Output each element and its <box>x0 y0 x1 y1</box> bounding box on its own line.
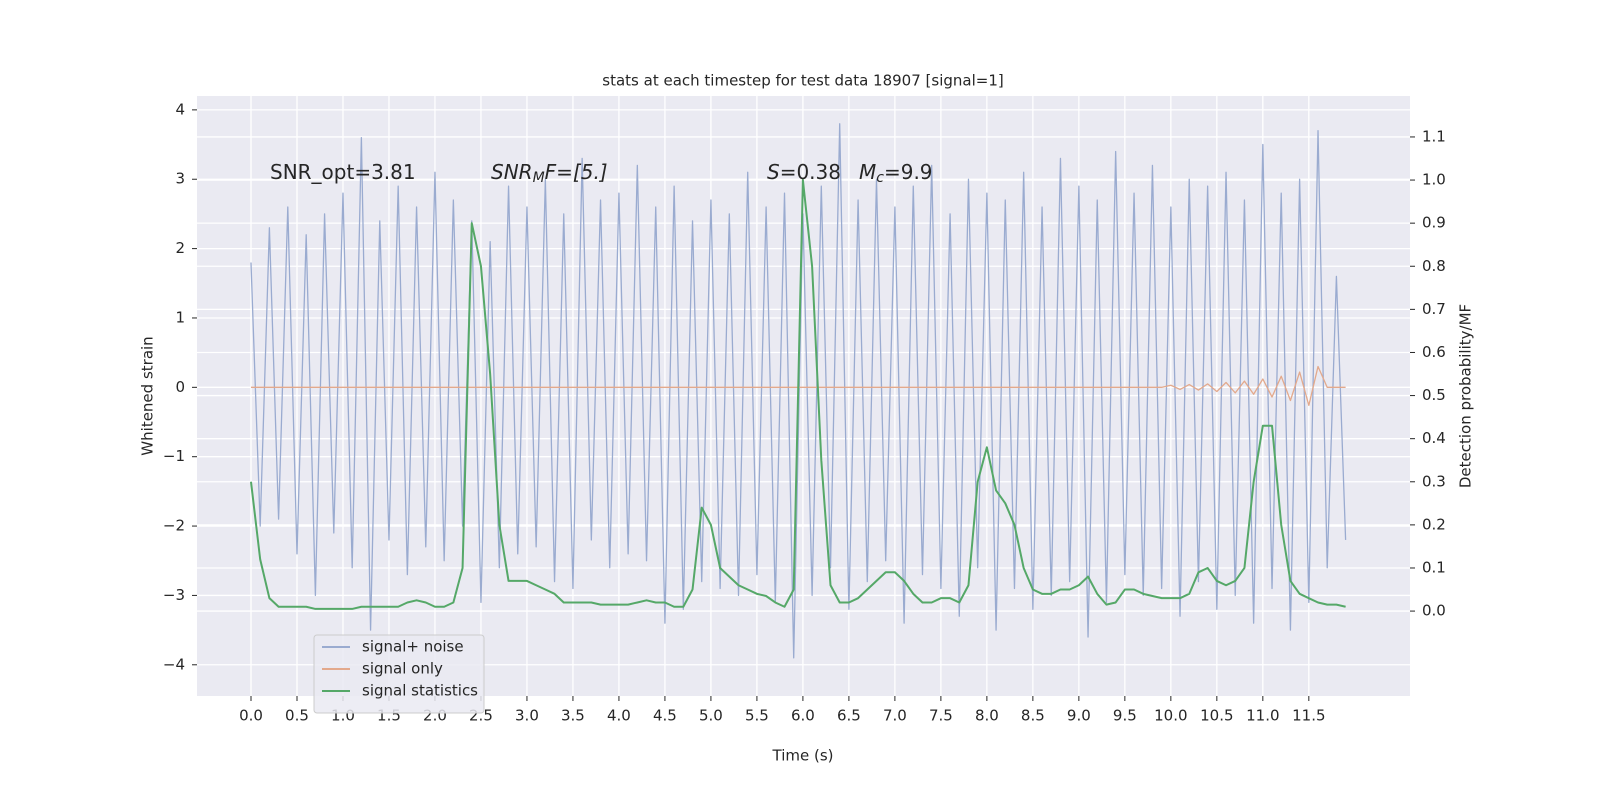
annotation-part: =0.38 <box>780 160 841 184</box>
annotation: Mc=9.9 <box>859 160 933 187</box>
y-tick-label: 1 <box>175 308 185 326</box>
annotation: S=0.38 <box>767 160 841 184</box>
y-axis-label: Whitened strain <box>139 336 157 455</box>
y2-tick-label: 1.0 <box>1422 171 1446 189</box>
annotation-part: SNR_opt=3.81 <box>270 160 416 184</box>
y2-tick-label: 0.5 <box>1422 386 1446 404</box>
annotation: SNR_opt=3.81 <box>270 160 416 184</box>
annotation-part: M <box>533 170 545 186</box>
legend-box <box>313 634 485 714</box>
chart-title: stats at each timestep for test data 189… <box>602 72 1003 90</box>
x-tick-label: 8.0 <box>975 707 999 725</box>
y2-tick-label: 0.9 <box>1422 214 1446 232</box>
x-tick-label: 11.5 <box>1292 707 1325 725</box>
x-axis-label: Time (s) <box>772 747 834 765</box>
annotation-part: SNR <box>491 160 533 184</box>
legend: signal+ noise signal only signal statistic… <box>313 634 485 714</box>
series-line <box>250 123 1347 659</box>
y2-tick-label: 0.1 <box>1422 558 1446 576</box>
y2-tick-label: 0.8 <box>1422 257 1446 275</box>
legend-label: signal+ noise <box>362 638 464 656</box>
x-tick-label: 10.0 <box>1154 707 1187 725</box>
x-tick-label: 0.5 <box>285 707 309 725</box>
y-tick-label: 0 <box>175 378 185 396</box>
y-tick-label: −1 <box>163 447 185 465</box>
y-tick-label: 4 <box>175 100 185 118</box>
y2-tick-label: 0.2 <box>1422 515 1446 533</box>
y-tick-label: −4 <box>163 655 185 673</box>
y-tick-label: 2 <box>175 239 185 257</box>
y2-tick-label: 1.1 <box>1422 127 1446 145</box>
x-tick-label: 4.5 <box>653 707 677 725</box>
x-tick-label: 8.5 <box>1021 707 1045 725</box>
legend-label: signal statistics <box>362 682 478 700</box>
x-tick-label: 0.0 <box>239 707 263 725</box>
annotation-part: M <box>859 160 876 184</box>
x-tick-label: 9.5 <box>1113 707 1137 725</box>
x-tick-label: 6.0 <box>791 707 815 725</box>
x-tick-label: 10.5 <box>1200 707 1233 725</box>
y2-tick-label: 0.4 <box>1422 429 1446 447</box>
x-tick-label: 4.0 <box>607 707 631 725</box>
annotation-part: F=[5.] <box>545 160 608 184</box>
x-tick-label: 7.5 <box>929 707 953 725</box>
legend-label: signal only <box>362 660 443 678</box>
y2-tick-label: 0.3 <box>1422 472 1446 490</box>
y-tick-label: −2 <box>163 517 185 535</box>
x-tick-label: 5.5 <box>745 707 769 725</box>
x-tick-label: 7.0 <box>883 707 907 725</box>
y-tick-label: 3 <box>175 170 185 188</box>
y-tick-label: −3 <box>163 586 185 604</box>
annotation: SNRMF=[5.] <box>491 160 608 187</box>
series-line <box>249 179 1346 610</box>
x-tick-label: 9.0 <box>1067 707 1091 725</box>
y2-tick-label: 0.7 <box>1422 300 1446 318</box>
annotation-part: S <box>767 160 780 184</box>
y2-axis-label: Detection probability/MF <box>1457 304 1475 488</box>
x-tick-label: 3.0 <box>515 707 539 725</box>
x-tick-label: 3.5 <box>561 707 585 725</box>
x-tick-label: 11.0 <box>1246 707 1279 725</box>
y2-tick-label: 0.0 <box>1422 602 1446 620</box>
x-tick-label: 6.5 <box>837 707 861 725</box>
y2-tick-label: 0.6 <box>1422 343 1446 361</box>
annotation-part: =9.9 <box>884 160 933 184</box>
x-tick-label: 5.0 <box>699 707 723 725</box>
annotation-part: c <box>876 170 884 186</box>
